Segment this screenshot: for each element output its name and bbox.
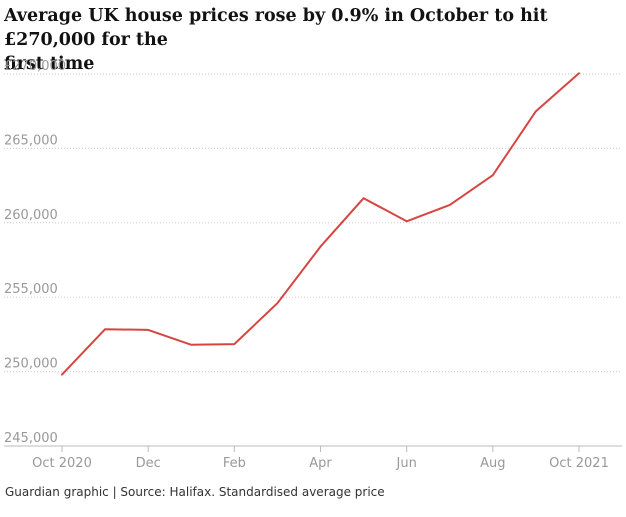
- y-tick-label: 245,000: [4, 431, 58, 446]
- x-axis: Oct 2020 Dec Feb Apr Jun Aug Oct 2021: [32, 446, 609, 471]
- chart-title: Average UK house prices rose by 0.9% in …: [4, 4, 620, 76]
- x-tick-label: Aug: [480, 456, 505, 471]
- x-tick-label: Apr: [309, 456, 332, 471]
- y-tick-label: 250,000: [4, 357, 58, 372]
- y-tick-label: 255,000: [4, 282, 58, 297]
- x-tick-label: Oct 2021: [549, 456, 609, 471]
- y-tick-label: 260,000: [4, 208, 58, 223]
- x-tick-label: Feb: [223, 456, 246, 471]
- chart-title-line-1: Average UK house prices rose by 0.9% in …: [4, 6, 548, 50]
- price-series-line: [61, 72, 580, 376]
- x-tick-label: Dec: [136, 456, 161, 471]
- x-tick-label: Oct 2020: [32, 456, 92, 471]
- grid-layer: [4, 73, 622, 447]
- y-tick-label: £270,000: [4, 59, 66, 74]
- y-tick-label: 265,000: [4, 133, 58, 148]
- x-tick-label: Jun: [396, 456, 417, 471]
- chart-title-line-2: first time: [4, 54, 95, 74]
- series-layer: [61, 72, 580, 376]
- source-footer: Guardian graphic | Source: Halifax. Stan…: [5, 485, 385, 499]
- y-axis-labels: £270,000 265,000 260,000 255,000 250,000 245,…: [4, 59, 66, 446]
